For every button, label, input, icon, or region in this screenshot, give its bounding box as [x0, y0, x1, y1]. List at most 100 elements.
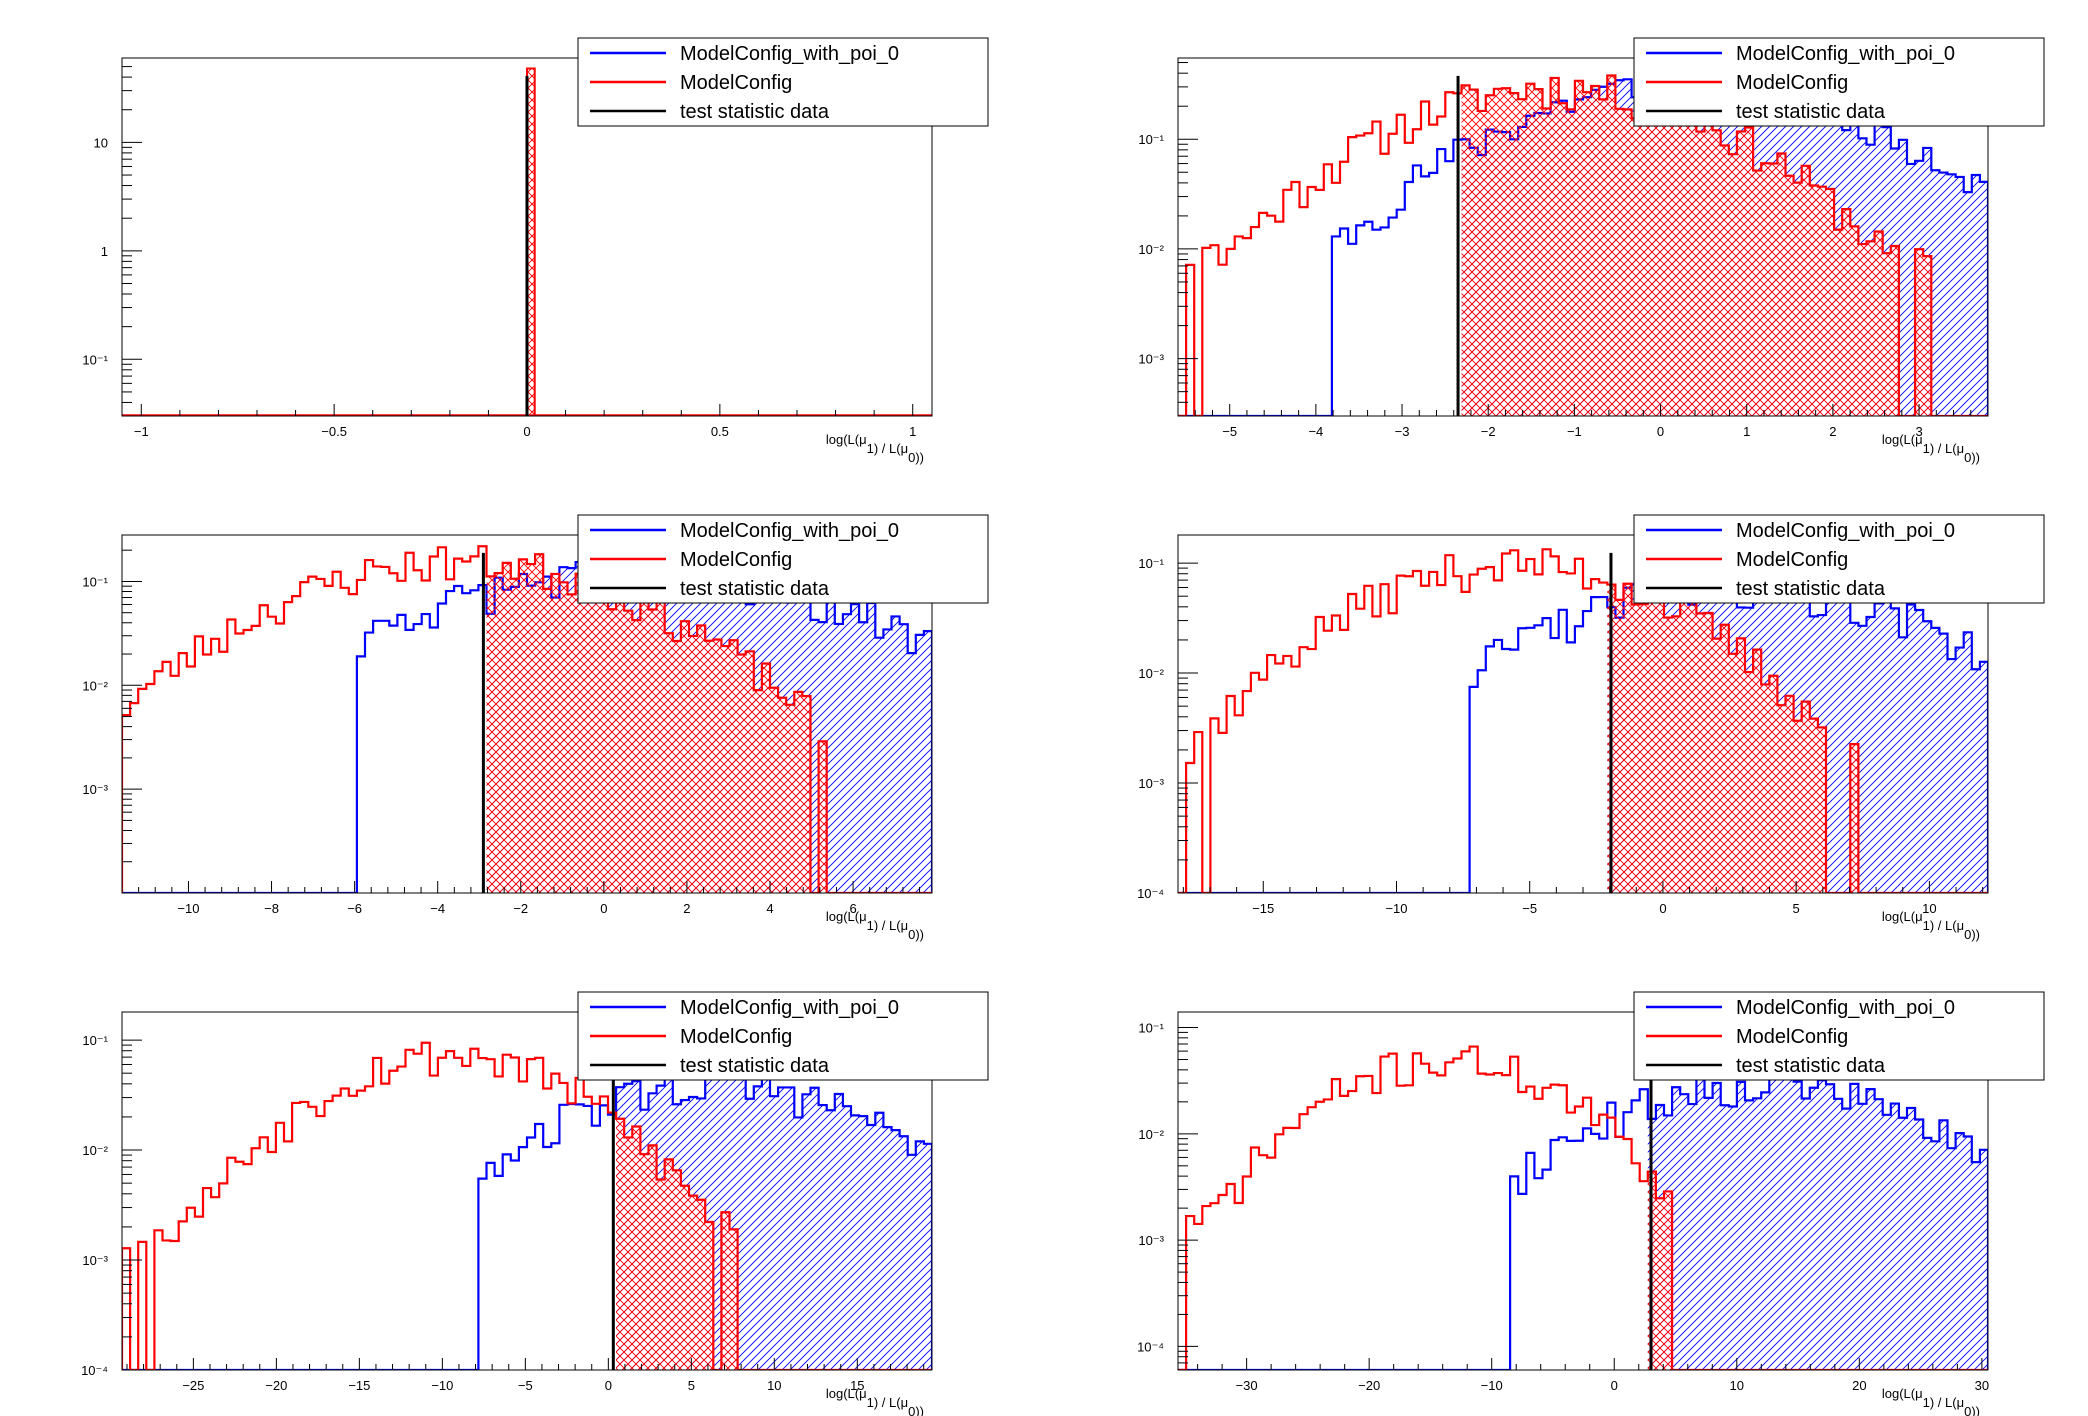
- alt-histogram-fill: [1583, 92, 1592, 416]
- alt-histogram-fill: [697, 1199, 706, 1370]
- y-tick-label: 10⁻³: [1138, 352, 1164, 367]
- y-tick-label: 10⁻²: [1138, 666, 1164, 681]
- y-tick-label: 10⁻³: [82, 782, 108, 797]
- x-tick-label: −8: [264, 901, 279, 916]
- alt-histogram-fill: [721, 646, 730, 893]
- alt-histogram-fill: [632, 620, 641, 893]
- alt-histogram-fill: [1801, 701, 1811, 893]
- null-histogram-fill: [915, 1141, 925, 1370]
- alt-histogram-fill: [1777, 705, 1786, 893]
- alt-histogram-fill: [656, 595, 665, 893]
- alt-histogram-fill: [1850, 744, 1859, 893]
- null-histogram-fill: [729, 1072, 738, 1370]
- x-tick-label: 10: [767, 1378, 781, 1393]
- alt-histogram-fill: [745, 651, 755, 893]
- x-tick-label: 5: [688, 1378, 695, 1393]
- null-histogram-fill: [1858, 1103, 1867, 1370]
- alt-histogram-fill: [616, 585, 625, 893]
- x-tick-label: −5: [518, 1378, 533, 1393]
- legend-entry-data-label: test statistic data: [1736, 1055, 1886, 1077]
- null-histogram-fill: [923, 1143, 932, 1370]
- x-tick-label: −10: [1385, 901, 1407, 916]
- alt-histogram-fill: [1769, 163, 1778, 416]
- alt-histogram-fill: [664, 1159, 674, 1370]
- histogram-panel-3: −10 −8 −6 −4 −2 0 2 4 6 10⁻¹ 10⁻² 10⁻³ log(L(μ1) / L…: [82, 514, 989, 942]
- null-histogram-fill: [834, 1093, 844, 1370]
- null-histogram-fill: [1971, 174, 1981, 416]
- legend-entry-alt-label: ModelConfig: [1736, 72, 1848, 94]
- alt-histogram-fill: [1655, 110, 1665, 416]
- alt-histogram-fill: [608, 609, 617, 893]
- null-histogram-fill: [1842, 591, 1851, 893]
- null-histogram-fill: [1947, 1148, 1956, 1370]
- alt-histogram-fill: [599, 592, 609, 893]
- alt-histogram-fill: [1502, 88, 1511, 416]
- alt-histogram-fill: [1655, 1198, 1665, 1370]
- alt-histogram-fill: [1672, 616, 1681, 893]
- alt-histogram-fill: [1639, 97, 1649, 416]
- alt-histogram-fill: [680, 1185, 690, 1370]
- alt-histogram-fill: [761, 663, 771, 893]
- x-tick-label: 0: [1659, 901, 1666, 916]
- x-tick-label: −5: [1222, 424, 1237, 439]
- plot-area: [1178, 67, 1988, 416]
- alt-histogram-fill: [802, 696, 811, 893]
- x-tick-label: 15: [850, 1378, 864, 1393]
- y-tick-label: 10⁻¹: [82, 1033, 108, 1048]
- legend: ModelConfig_with_poi_0 ModelConfig test st…: [1633, 37, 2045, 127]
- null-histogram-fill: [1931, 627, 1940, 893]
- x-tick-label: −4: [1308, 424, 1323, 439]
- alt-histogram-fill: [583, 581, 593, 893]
- alt-histogram-fill: [527, 564, 536, 893]
- alt-histogram-fill: [672, 641, 682, 893]
- alt-histogram-fill: [1704, 613, 1713, 893]
- null-histogram-fill: [778, 1087, 787, 1370]
- x-tick-label: 30: [1975, 1378, 1989, 1393]
- alt-histogram-fill: [1793, 182, 1802, 416]
- null-histogram-fill: [1890, 608, 1900, 893]
- x-tick-label: 5: [1793, 901, 1800, 916]
- alt-histogram-fill: [1615, 599, 1624, 893]
- y-tick-label: 10⁻¹: [1138, 1021, 1164, 1036]
- null-histogram-fill: [842, 1106, 852, 1370]
- null-histogram-fill: [1947, 174, 1956, 416]
- x-tick-label: 0: [600, 901, 607, 916]
- alt-histogram-fill: [486, 576, 495, 893]
- alt-histogram-fill: [632, 1126, 641, 1370]
- null-histogram-fill: [1898, 139, 1908, 416]
- null-histogram-fill: [1915, 1119, 1924, 1370]
- null-histogram-fill: [826, 1110, 836, 1370]
- alt-histogram-fill: [494, 573, 503, 893]
- x-tick-label: 10: [1730, 1378, 1744, 1393]
- null-histogram-fill: [1866, 616, 1875, 893]
- x-tick-label: −15: [348, 1378, 370, 1393]
- alt-histogram-fill: [697, 625, 706, 893]
- alt-histogram-fill: [1639, 604, 1649, 893]
- legend-entry-alt-label: ModelConfig: [1736, 1026, 1848, 1048]
- null-histogram-fill: [1874, 603, 1883, 893]
- null-histogram-fill: [1809, 1087, 1819, 1370]
- alt-histogram-fill: [770, 687, 779, 893]
- alt-histogram-fill: [689, 1195, 698, 1370]
- x-tick-label: 10: [1922, 901, 1936, 916]
- alt-histogram-fill: [1664, 1191, 1673, 1370]
- y-tick-label: 10⁻¹: [82, 352, 108, 367]
- null-histogram-fill: [1842, 1108, 1851, 1370]
- null-histogram-fill: [1963, 632, 1973, 893]
- alt-histogram-fill: [1923, 256, 1932, 416]
- alt-histogram-outline: [1178, 74, 1988, 416]
- alt-histogram-fill: [729, 1229, 738, 1370]
- null-histogram-fill: [1955, 647, 1964, 893]
- alt-histogram-fill: [680, 621, 690, 893]
- null-histogram-fill: [1834, 1098, 1843, 1370]
- legend-entry-alt-label: ModelConfig: [1736, 549, 1848, 571]
- null-histogram-fill: [851, 604, 860, 893]
- y-tick-label: 10⁻²: [1138, 1127, 1164, 1142]
- null-histogram-fill: [1834, 590, 1843, 893]
- alt-histogram-fill: [1623, 109, 1632, 416]
- x-tick-label: 0: [523, 424, 530, 439]
- alt-histogram-fill: [1850, 226, 1859, 416]
- null-histogram-fill: [1907, 1107, 1916, 1370]
- null-histogram-fill: [891, 616, 900, 893]
- alt-histogram-fill: [705, 1222, 714, 1370]
